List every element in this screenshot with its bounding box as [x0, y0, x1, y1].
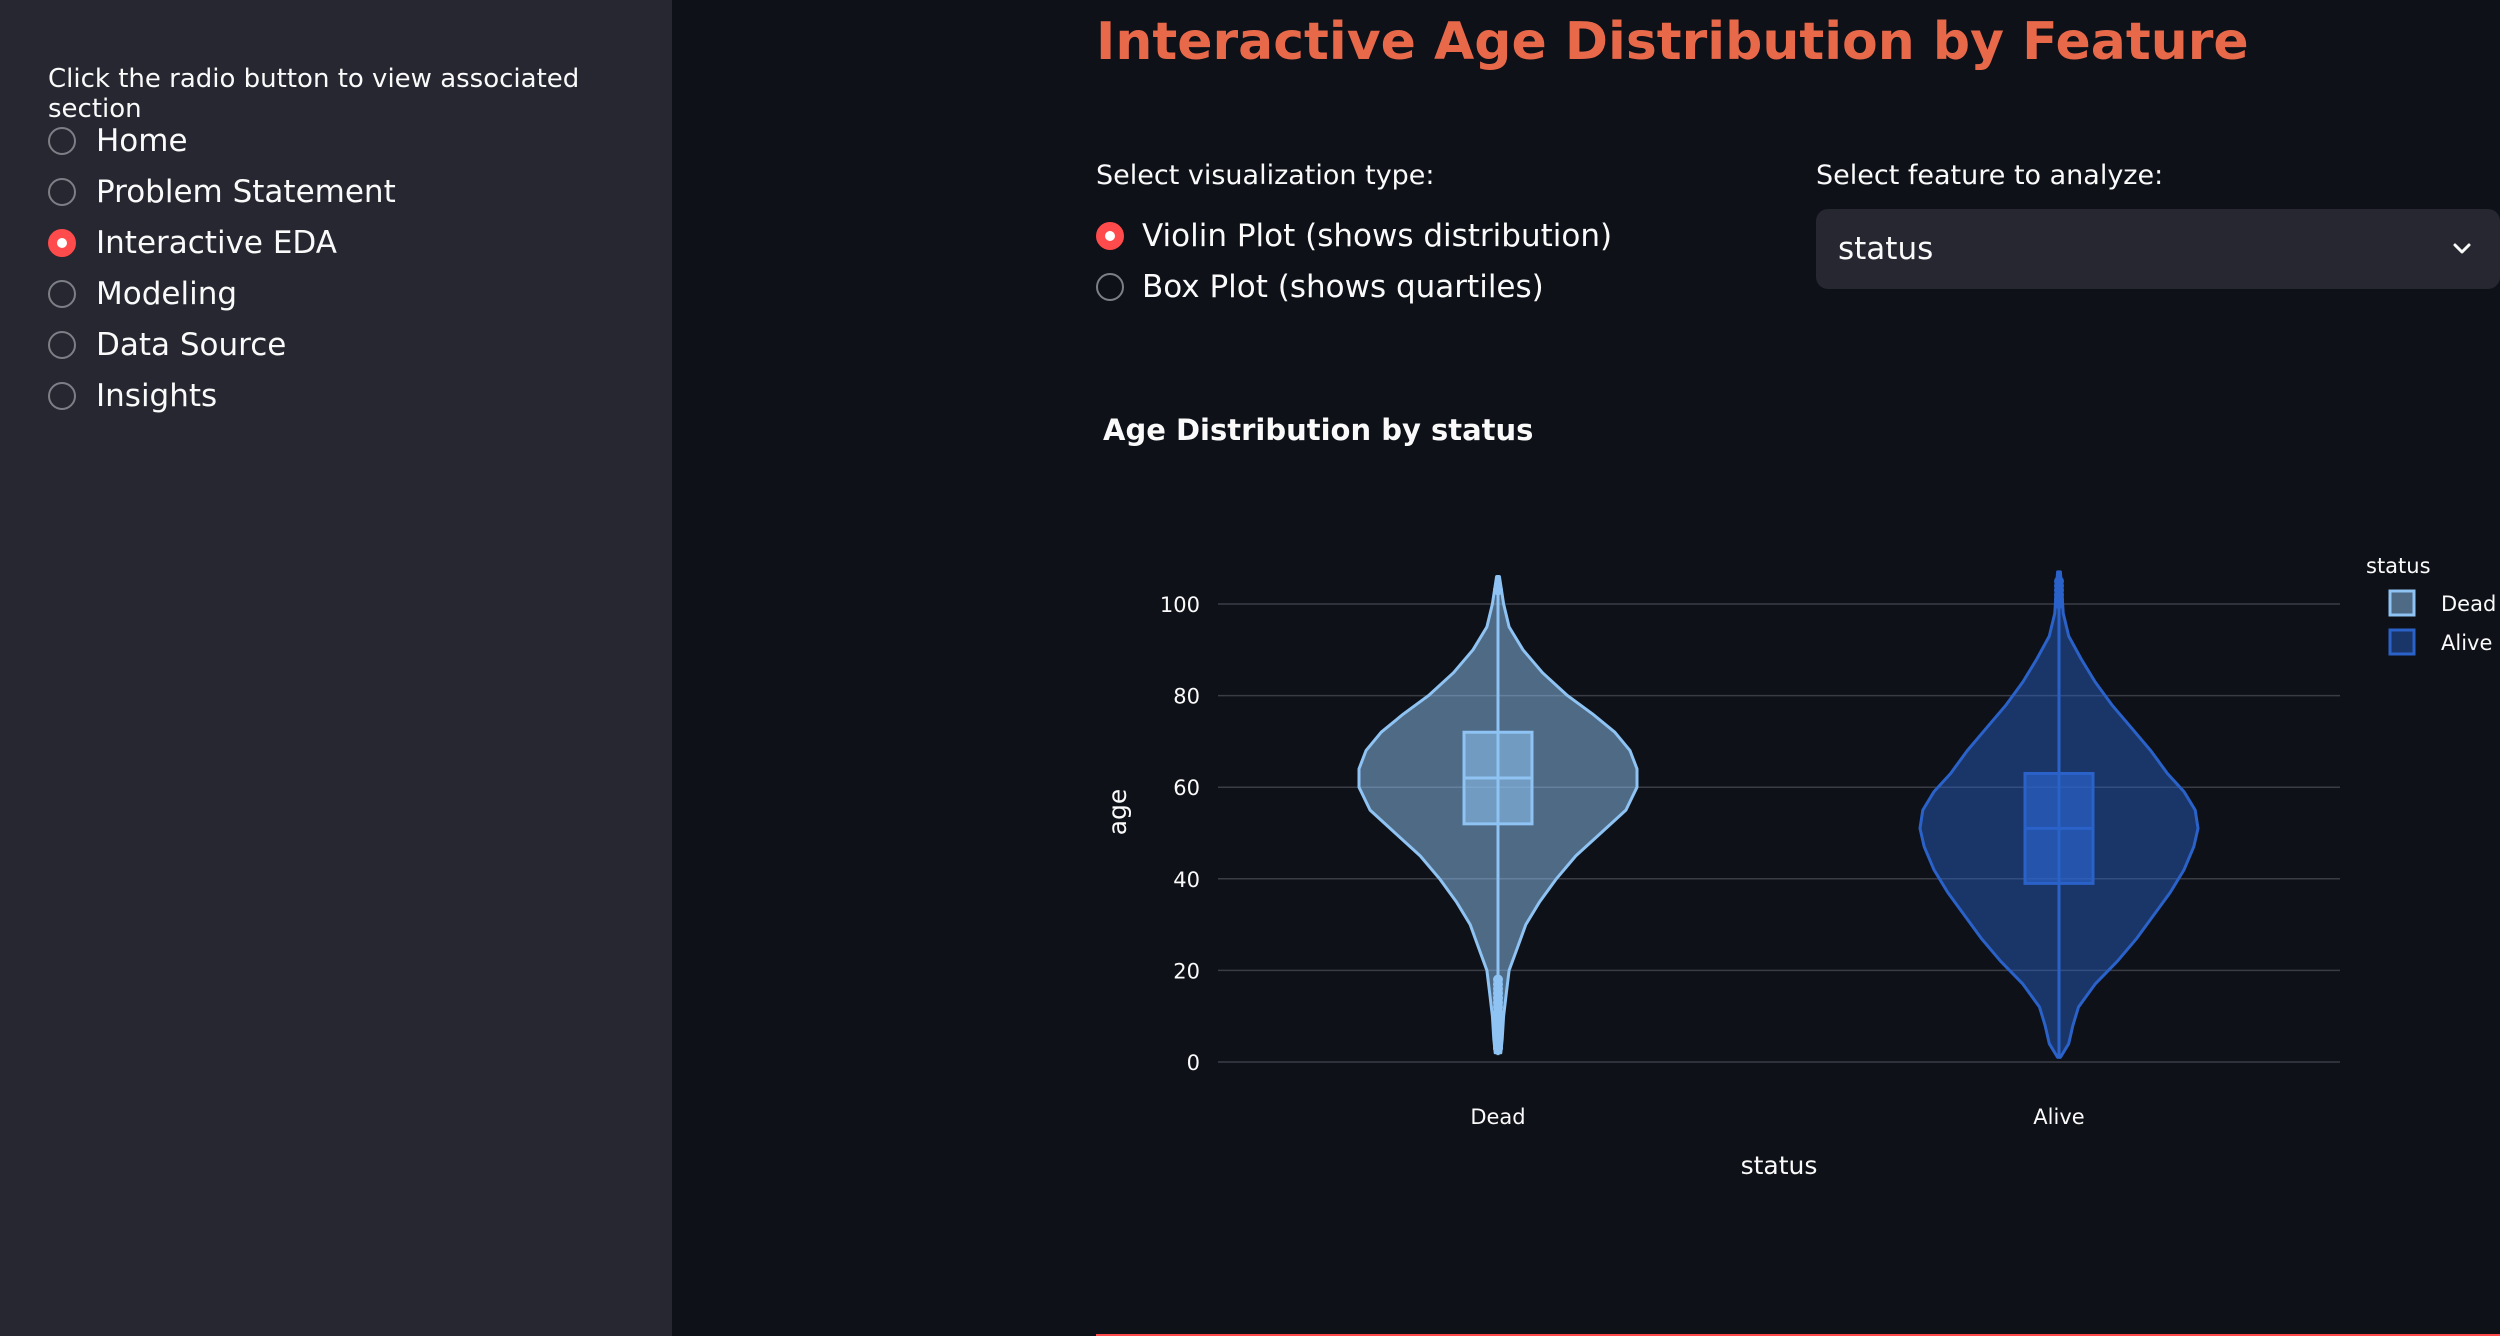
outlier-point — [2054, 576, 2064, 587]
chevron-down-icon[interactable] — [2450, 237, 2474, 261]
viz-type-radio-group: Violin Plot (shows distribution) Box Plo… — [1096, 210, 1612, 312]
y-tick-label: 60 — [1173, 776, 1200, 800]
legend-swatch-dead — [2388, 589, 2416, 617]
page-title: Interactive Age Distribution by Feature — [1096, 12, 2249, 72]
sidebar-prompt: Click the radio button to view associate… — [48, 64, 580, 124]
radio-box-plot[interactable]: Box Plot (shows quartiles) — [1096, 261, 1612, 312]
radio-label: Modeling — [96, 275, 238, 312]
legend-title: status — [2366, 554, 2431, 578]
section-radio-group: Home Problem Statement Interactive EDA M… — [48, 115, 396, 421]
radio-circle-icon[interactable] — [48, 126, 76, 155]
y-tick-label: 40 — [1173, 868, 1200, 892]
radio-selected-icon[interactable] — [48, 228, 76, 257]
radio-circle-icon[interactable] — [48, 330, 76, 359]
radio-label: Home — [96, 122, 188, 159]
radio-home[interactable]: Home — [48, 115, 396, 166]
radio-selected-icon[interactable] — [1096, 221, 1124, 250]
radio-modeling[interactable]: Modeling — [48, 268, 396, 319]
radio-label: Interactive EDA — [96, 224, 337, 261]
legend-label: Dead — [2441, 592, 2496, 616]
y-tick-label: 20 — [1173, 959, 1200, 983]
radio-violin-plot[interactable]: Violin Plot (shows distribution) — [1096, 210, 1612, 261]
radio-label: Data Source — [96, 326, 287, 363]
viz-type-label: Select visualization type: — [1096, 160, 1435, 191]
x-axis-title: status — [1741, 1151, 1818, 1180]
sidebar: Click the radio button to view associate… — [0, 0, 672, 1336]
y-tick-label: 80 — [1173, 685, 1200, 709]
chart-title: Age Distribution by status — [1103, 413, 1534, 447]
x-tick-label: Dead — [1470, 1105, 1525, 1129]
radio-insights[interactable]: Insights — [48, 370, 396, 421]
x-tick-label: Alive — [2033, 1105, 2084, 1129]
radio-data-source[interactable]: Data Source — [48, 319, 396, 370]
radio-label: Problem Statement — [96, 173, 396, 210]
radio-circle-icon[interactable] — [1096, 272, 1124, 301]
radio-label: Box Plot (shows quartiles) — [1142, 268, 1544, 305]
feature-select[interactable]: status — [1816, 209, 2500, 289]
y-axis-title: age — [1103, 789, 1132, 836]
outlier-point — [1493, 974, 1503, 985]
feature-select-value: status — [1838, 231, 1934, 267]
legend-label: Alive — [2441, 631, 2492, 655]
legend-swatch-alive — [2388, 628, 2416, 656]
feature-select-label: Select feature to analyze: — [1816, 160, 2164, 191]
radio-circle-icon[interactable] — [48, 279, 76, 308]
radio-interactive-eda[interactable]: Interactive EDA — [48, 217, 396, 268]
radio-label: Violin Plot (shows distribution) — [1142, 217, 1613, 254]
radio-label: Insights — [96, 377, 218, 414]
outlier-point — [1493, 585, 1503, 596]
radio-circle-icon[interactable] — [48, 381, 76, 410]
y-tick-label: 0 — [1187, 1051, 1200, 1075]
y-tick-label: 100 — [1160, 593, 1200, 617]
bottom-divider — [1096, 1334, 2500, 1336]
radio-circle-icon[interactable] — [48, 177, 76, 206]
radio-problem-statement[interactable]: Problem Statement — [48, 166, 396, 217]
